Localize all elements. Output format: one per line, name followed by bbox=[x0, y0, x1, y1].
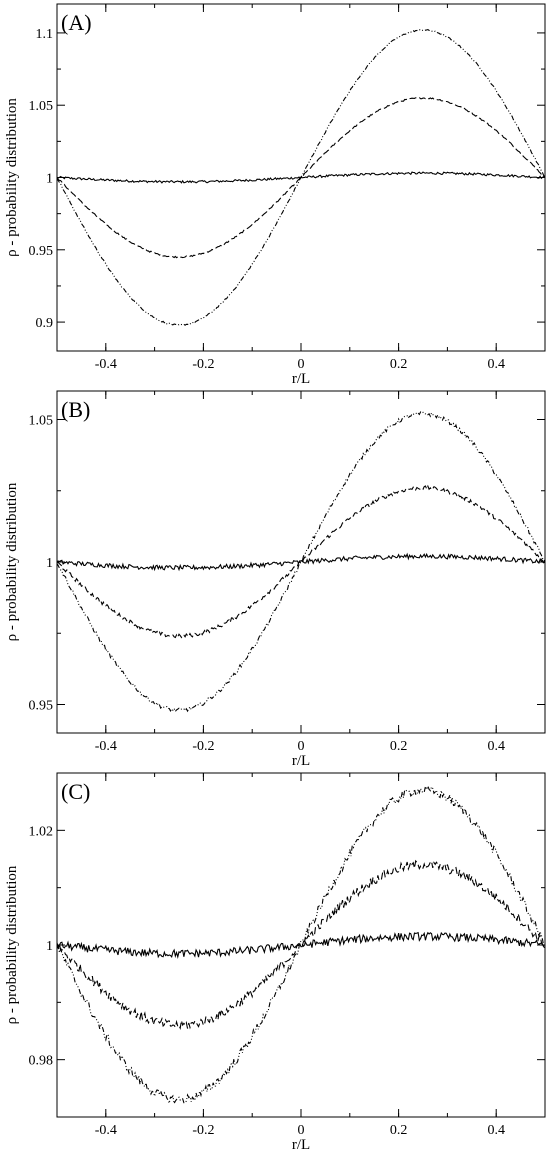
y-tick-label: 0.95 bbox=[29, 244, 54, 259]
y-axis-label: ρ - probability distribution bbox=[4, 865, 20, 1024]
chart-panel-3: -0.4 -0.2 0 0.2 0.4 0.98 1 1.02 r/L ρ - probabili… bbox=[4, 772, 546, 1153]
x-tick-label: -0.4 bbox=[95, 739, 117, 754]
x-tick-label: -0.4 bbox=[95, 1123, 117, 1138]
x-axis-label: r/L bbox=[292, 1137, 310, 1153]
y-tick-label: 0.98 bbox=[29, 1054, 54, 1069]
y-axis-label: ρ - probability distribution bbox=[4, 98, 20, 257]
y-tick-label: 1 bbox=[46, 172, 53, 187]
series-line-dash-dot-dot bbox=[56, 784, 546, 1106]
y-tick-label: 0.9 bbox=[36, 316, 54, 331]
x-tick-label: -0.2 bbox=[192, 357, 214, 372]
x-tick-label: -0.2 bbox=[192, 739, 214, 754]
y-axis-label: ρ - probability distribution bbox=[4, 482, 20, 641]
y-tick-label: 1 bbox=[46, 939, 53, 954]
x-tick-label: 0 bbox=[298, 357, 305, 372]
series-line-dashed bbox=[56, 859, 546, 1031]
y-tick-label: 1.05 bbox=[29, 99, 54, 114]
plot-frame bbox=[56, 390, 546, 734]
panel-label: (C) bbox=[61, 779, 90, 804]
x-tick-label: 0 bbox=[298, 739, 305, 754]
y-tick-label: 1 bbox=[46, 556, 53, 571]
panel-label: (B) bbox=[61, 397, 90, 422]
panel-label: (A) bbox=[61, 10, 92, 35]
x-tick-label: 0.4 bbox=[487, 739, 505, 754]
series-line-solid bbox=[56, 931, 546, 960]
y-tick-label: 1.05 bbox=[29, 414, 54, 429]
series-line-dash-dot-dot bbox=[56, 411, 546, 713]
series-line-dashed bbox=[56, 484, 546, 639]
x-axis-label: r/L bbox=[292, 753, 310, 769]
chart-panel-1: -0.4 -0.2 0 0.2 0.4 0.9 0.95 1 1.05 1.1 r/L ρ - pro… bbox=[4, 3, 546, 387]
y-tick-label: 1.02 bbox=[29, 824, 54, 839]
x-tick-label: 0.4 bbox=[487, 357, 505, 372]
x-tick-label: 0.2 bbox=[390, 1123, 408, 1138]
x-tick-label: 0 bbox=[298, 1123, 305, 1138]
y-tick-label: 0.95 bbox=[29, 699, 54, 714]
x-tick-label: 0.4 bbox=[487, 1123, 505, 1138]
y-tick-label: 1.1 bbox=[36, 27, 54, 42]
x-tick-label: -0.2 bbox=[192, 1123, 214, 1138]
x-axis-label: r/L bbox=[292, 371, 310, 387]
x-tick-label: 0.2 bbox=[390, 357, 408, 372]
series-line-solid bbox=[56, 552, 546, 572]
series-line-dashed bbox=[56, 96, 546, 259]
x-tick-label: -0.4 bbox=[95, 357, 117, 372]
series-line-dash-dot-dot bbox=[56, 29, 546, 326]
chart-panel-2: -0.4 -0.2 0 0.2 0.4 0.95 1 1.05 r/L ρ - probabili… bbox=[4, 390, 546, 769]
x-tick-label: 0.2 bbox=[390, 739, 408, 754]
